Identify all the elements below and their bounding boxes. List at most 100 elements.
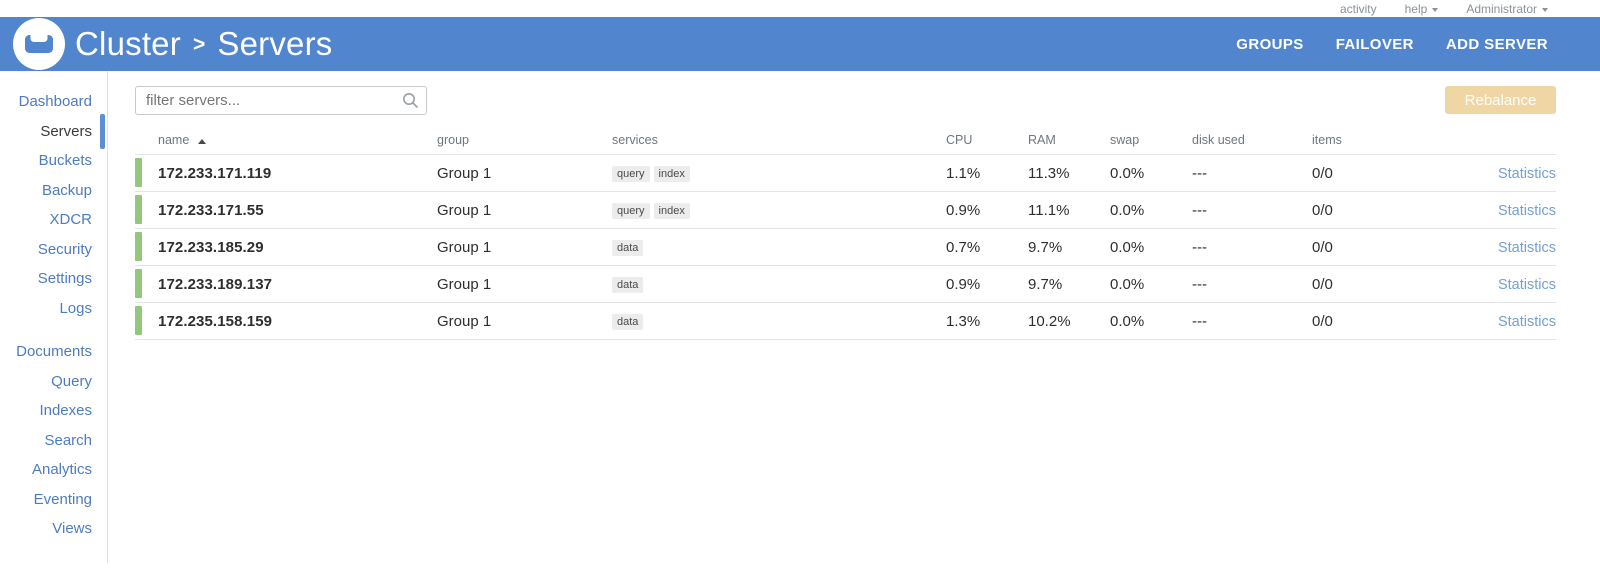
add-server-button[interactable]: ADD SERVER (1445, 35, 1548, 53)
column-header-group[interactable]: group (437, 132, 469, 147)
server-services: data (612, 312, 946, 330)
breadcrumb-page: Servers (217, 25, 333, 62)
service-badge: data (612, 240, 644, 256)
server-swap: 0.0% (1110, 312, 1145, 330)
sidebar: Dashboard Servers Buckets Backup XDCR Se… (0, 71, 108, 563)
sidebar-item-search[interactable]: Search (44, 431, 92, 449)
statistics-link[interactable]: Statistics (1497, 239, 1556, 256)
sidebar-item-dashboard[interactable]: Dashboard (18, 93, 92, 110)
service-badge: data (612, 277, 644, 293)
server-name: 172.233.171.55 (158, 201, 264, 219)
sidebar-item-buckets[interactable]: Buckets (38, 152, 92, 169)
service-badge: query (612, 203, 650, 219)
server-disk-used: --- (1192, 312, 1207, 330)
sidebar-item-backup[interactable]: Backup (41, 181, 92, 199)
help-menu-label: help (1404, 1, 1428, 16)
service-badge: data (612, 314, 644, 330)
sidebar-item-views[interactable]: Views (52, 520, 92, 537)
breadcrumb-cluster: Cluster (75, 25, 181, 62)
server-row: 172.233.185.29 Group 1 data 0.7% 9.7% 0.… (135, 229, 1556, 266)
server-ram: 9.7% (1028, 275, 1063, 293)
server-services: query index (612, 164, 946, 182)
column-header-items[interactable]: items (1312, 132, 1342, 147)
server-items: 0/0 (1312, 312, 1333, 330)
server-items: 0/0 (1312, 275, 1333, 293)
statistics-link[interactable]: Statistics (1497, 313, 1556, 330)
server-disk-used: --- (1192, 238, 1207, 256)
failover-button[interactable]: FAILOVER (1335, 35, 1414, 53)
sidebar-item-query[interactable]: Query (51, 372, 92, 390)
server-group: Group 1 (437, 201, 492, 219)
server-group: Group 1 (437, 275, 492, 293)
server-items: 0/0 (1312, 201, 1333, 219)
service-badge: index (653, 203, 690, 219)
sidebar-item-xdcr[interactable]: XDCR (49, 211, 92, 228)
breadcrumb: Cluster > Servers (75, 25, 333, 63)
server-name: 172.233.189.137 (158, 275, 273, 293)
sort-ascending-icon (197, 138, 206, 144)
column-header-ram[interactable]: RAM (1028, 132, 1056, 147)
server-name: 172.233.171.119 (158, 164, 272, 182)
sidebar-item-security[interactable]: Security (37, 240, 92, 258)
caret-down-icon (1432, 7, 1439, 12)
table-header-row: name group services CPU RAM swap disk us… (135, 125, 1556, 155)
column-header-cpu[interactable]: CPU (946, 132, 973, 147)
help-menu[interactable]: help (1405, 2, 1439, 16)
server-swap: 0.0% (1110, 238, 1145, 256)
server-ram: 11.1% (1028, 201, 1070, 219)
statistics-link[interactable]: Statistics (1497, 276, 1556, 293)
couchbase-logo-icon[interactable] (13, 18, 65, 70)
server-cpu: 0.7% (946, 238, 981, 256)
column-header-name[interactable]: name (135, 133, 437, 147)
server-services: data (612, 238, 946, 256)
statistics-link[interactable]: Statistics (1497, 165, 1556, 182)
activity-link[interactable]: activity (1339, 1, 1377, 16)
filter-servers-input[interactable] (135, 86, 427, 115)
server-ram: 11.3% (1028, 164, 1070, 182)
breadcrumb-separator-icon: > (192, 33, 206, 56)
rebalance-button[interactable]: Rebalance (1445, 86, 1556, 114)
sidebar-item-indexes[interactable]: Indexes (39, 402, 92, 419)
sidebar-item-logs[interactable]: Logs (59, 299, 92, 317)
column-header-swap[interactable]: swap (1110, 132, 1140, 147)
app-header: Cluster > Servers GROUPS FAILOVER ADD SE… (0, 17, 1600, 71)
column-header-disk-used[interactable]: disk used (1192, 132, 1245, 147)
server-disk-used: --- (1192, 164, 1207, 182)
server-items: 0/0 (1312, 164, 1333, 182)
sidebar-item-eventing[interactable]: Eventing (33, 490, 92, 508)
utility-bar: activity help Administrator (0, 0, 1600, 17)
service-badge: index (653, 166, 690, 182)
server-swap: 0.0% (1110, 275, 1145, 293)
sidebar-item-servers[interactable]: Servers (0, 113, 107, 149)
user-menu-label: Administrator (1466, 1, 1537, 16)
sidebar-secondary-group: Documents Query Indexes Search Analytics… (0, 337, 107, 544)
server-services: query index (612, 201, 946, 219)
server-disk-used: --- (1192, 275, 1207, 293)
server-cpu: 0.9% (946, 275, 981, 293)
sidebar-item-settings[interactable]: Settings (37, 270, 92, 287)
servers-main: Rebalance name group services CPU RAM sw… (135, 71, 1556, 340)
server-row: 172.233.189.137 Group 1 data 0.9% 9.7% 0… (135, 266, 1556, 303)
server-swap: 0.0% (1110, 164, 1145, 182)
search-icon (402, 92, 419, 114)
toolbar: Rebalance (135, 86, 1556, 115)
statistics-link[interactable]: Statistics (1497, 202, 1556, 219)
sidebar-item-analytics[interactable]: Analytics (31, 461, 92, 478)
server-row: 172.235.158.159 Group 1 data 1.3% 10.2% … (135, 303, 1556, 340)
groups-button[interactable]: GROUPS (1236, 35, 1304, 53)
header-actions: GROUPS FAILOVER ADD SERVER (1236, 36, 1548, 53)
sidebar-item-documents[interactable]: Documents (16, 343, 92, 360)
column-header-services[interactable]: services (612, 132, 658, 147)
servers-table: name group services CPU RAM swap disk us… (135, 125, 1556, 340)
user-menu[interactable]: Administrator (1466, 2, 1548, 16)
sidebar-item-label: Servers (40, 122, 92, 140)
brand: Cluster > Servers (13, 18, 333, 70)
server-disk-used: --- (1192, 201, 1207, 219)
service-badge: query (612, 166, 650, 182)
content: Dashboard Servers Buckets Backup XDCR Se… (0, 71, 1600, 563)
server-group: Group 1 (437, 312, 492, 330)
server-row: 172.233.171.55 Group 1 query index 0.9% 1… (135, 192, 1556, 229)
server-cpu: 1.1% (946, 164, 981, 182)
server-group: Group 1 (437, 238, 492, 256)
server-ram: 9.7% (1028, 238, 1063, 256)
